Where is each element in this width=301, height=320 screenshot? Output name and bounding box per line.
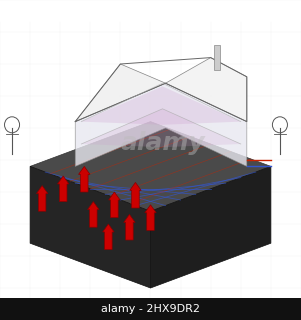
Polygon shape bbox=[75, 83, 247, 166]
FancyArrow shape bbox=[145, 205, 156, 230]
FancyArrow shape bbox=[36, 186, 48, 211]
FancyArrow shape bbox=[79, 166, 90, 192]
FancyArrow shape bbox=[88, 202, 99, 227]
Polygon shape bbox=[150, 166, 271, 288]
Text: alamy: alamy bbox=[120, 132, 205, 156]
Polygon shape bbox=[30, 166, 150, 288]
Polygon shape bbox=[81, 86, 241, 125]
FancyArrow shape bbox=[57, 176, 69, 202]
Bar bbox=[0, 298, 301, 320]
Polygon shape bbox=[81, 109, 241, 147]
FancyArrow shape bbox=[109, 192, 120, 218]
Polygon shape bbox=[75, 64, 166, 122]
Polygon shape bbox=[30, 122, 271, 211]
Text: alamy - 2HX9DR2: alamy - 2HX9DR2 bbox=[101, 304, 200, 314]
FancyArrow shape bbox=[124, 214, 135, 240]
FancyArrow shape bbox=[103, 224, 114, 250]
Polygon shape bbox=[214, 45, 220, 70]
Polygon shape bbox=[166, 58, 247, 122]
FancyArrow shape bbox=[130, 182, 141, 208]
